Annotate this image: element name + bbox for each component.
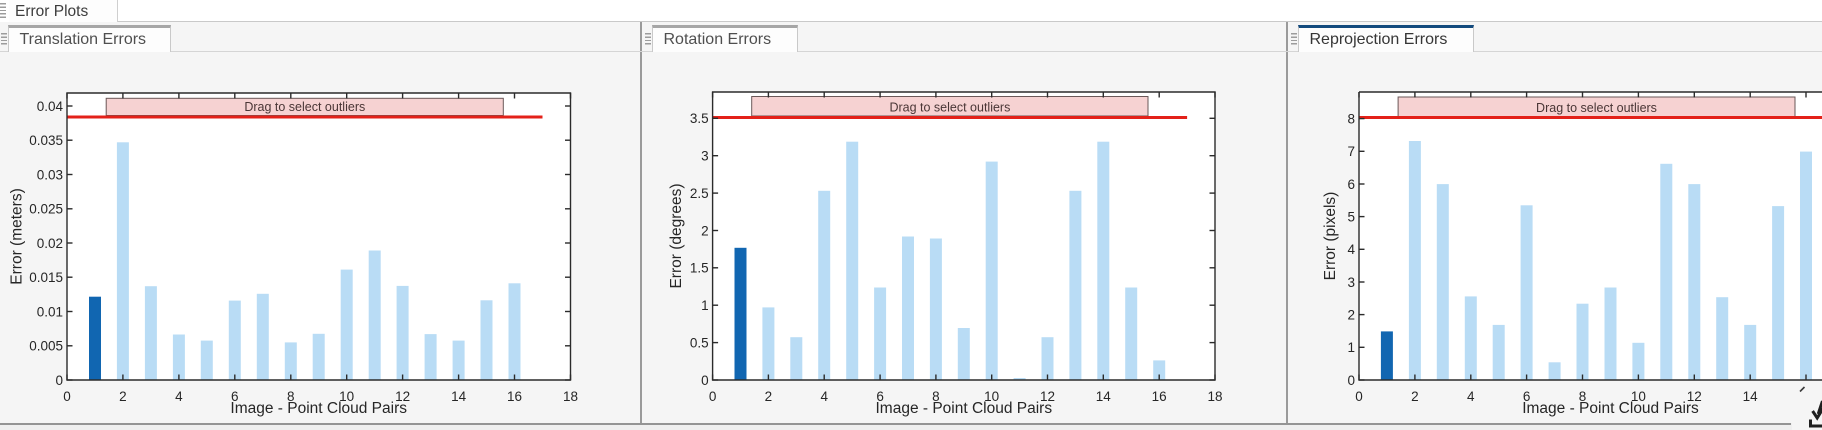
svg-text:8: 8: [932, 389, 940, 404]
svg-text:14: 14: [1096, 389, 1112, 404]
svg-text:6: 6: [1347, 177, 1355, 192]
svg-text:Image - Point Cloud Pairs: Image - Point Cloud Pairs: [1522, 400, 1699, 417]
svg-text:4: 4: [1467, 389, 1475, 404]
svg-text:2.5: 2.5: [690, 186, 709, 201]
svg-text:Error (meters): Error (meters): [9, 188, 26, 284]
svg-text:18: 18: [563, 389, 578, 404]
svg-text:4: 4: [820, 389, 828, 404]
svg-text:7: 7: [1347, 144, 1355, 159]
svg-text:16: 16: [507, 389, 522, 404]
svg-text:0.03: 0.03: [37, 167, 63, 182]
svg-text:6: 6: [876, 389, 884, 404]
svg-text:Image - Point Cloud Pairs: Image - Point Cloud Pairs: [875, 400, 1052, 417]
svg-text:12: 12: [395, 389, 410, 404]
svg-text:12: 12: [1687, 389, 1702, 404]
svg-text:2: 2: [119, 389, 127, 404]
svg-text:Drag to select outliers: Drag to select outliers: [889, 101, 1010, 115]
svg-text:0: 0: [701, 373, 709, 388]
svg-text:3: 3: [701, 149, 709, 164]
svg-text:4: 4: [1347, 242, 1355, 257]
svg-text:0: 0: [63, 389, 71, 404]
svg-text:16: 16: [1152, 389, 1167, 404]
svg-text:0: 0: [1347, 373, 1355, 388]
svg-text:14: 14: [1743, 389, 1759, 404]
svg-text:2: 2: [765, 389, 773, 404]
svg-text:2: 2: [701, 223, 709, 238]
svg-text:10: 10: [1631, 389, 1646, 404]
svg-text:0.025: 0.025: [29, 202, 63, 217]
svg-text:0: 0: [55, 373, 63, 388]
svg-text:Drag to select outliers: Drag to select outliers: [244, 100, 365, 114]
svg-text:Image - Point Cloud Pairs: Image - Point Cloud Pairs: [230, 400, 407, 417]
svg-text:0: 0: [1355, 389, 1363, 404]
svg-text:14: 14: [451, 389, 467, 404]
svg-text:2: 2: [1411, 389, 1419, 404]
svg-text:6: 6: [1523, 389, 1531, 404]
svg-text:1: 1: [1347, 340, 1355, 355]
svg-text:5: 5: [1347, 209, 1355, 224]
svg-text:10: 10: [339, 389, 354, 404]
svg-text:12: 12: [1040, 389, 1055, 404]
svg-text:18: 18: [1207, 389, 1222, 404]
svg-text:0.035: 0.035: [29, 133, 63, 148]
svg-text:3.5: 3.5: [690, 111, 709, 126]
svg-text:4: 4: [175, 389, 183, 404]
svg-text:3: 3: [1347, 275, 1355, 290]
svg-text:0.5: 0.5: [690, 335, 709, 350]
svg-text:0.02: 0.02: [37, 236, 63, 251]
svg-text:0.04: 0.04: [37, 99, 64, 114]
svg-text:0.005: 0.005: [29, 339, 63, 354]
svg-text:Error (degrees): Error (degrees): [668, 183, 685, 288]
svg-text:1: 1: [701, 298, 709, 313]
svg-text:0: 0: [709, 389, 717, 404]
svg-text:0.015: 0.015: [29, 270, 63, 285]
svg-text:8: 8: [1347, 111, 1355, 126]
svg-text:6: 6: [231, 389, 239, 404]
svg-text:Error (pixels): Error (pixels): [1322, 192, 1339, 281]
svg-text:8: 8: [1579, 389, 1587, 404]
svg-text:10: 10: [984, 389, 999, 404]
svg-text:8: 8: [287, 389, 295, 404]
svg-text:Drag to select outliers: Drag to select outliers: [1536, 101, 1657, 115]
svg-text:0.01: 0.01: [37, 304, 63, 319]
svg-text:1.5: 1.5: [690, 261, 709, 276]
svg-text:2: 2: [1347, 307, 1355, 322]
